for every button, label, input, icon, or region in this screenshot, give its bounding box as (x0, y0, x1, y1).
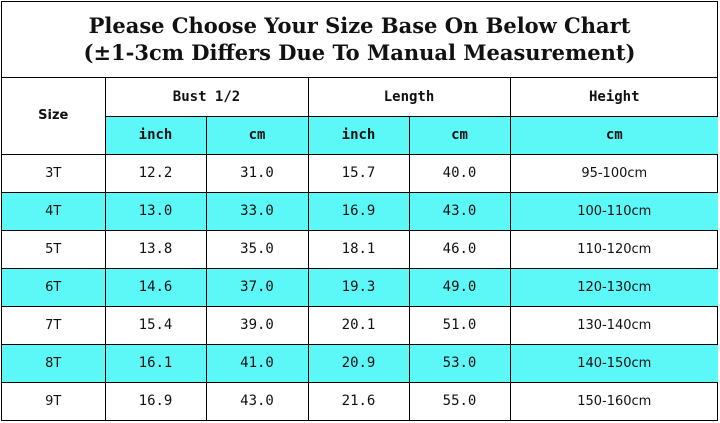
cell-height: 95-100cm (509, 153, 719, 193)
header-size: Size (2, 78, 106, 155)
size-table: Size Bust 1/2 Length Height inch cm inch… (2, 78, 719, 420)
header-length: Length (307, 78, 511, 117)
header-height: Height (509, 78, 719, 117)
cell-height: 120-130cm (509, 267, 719, 307)
cell-height: 140-150cm (509, 343, 719, 383)
cell-length-inch: 15.7 (307, 153, 410, 193)
title-line-1: Please Choose Your Size Base On Below Ch… (88, 13, 631, 38)
cell-bust-inch: 15.4 (104, 305, 207, 345)
cell-size: 9T (2, 381, 106, 420)
cell-length-inch: 20.1 (307, 305, 410, 345)
cell-length-cm: 55.0 (408, 381, 511, 420)
cell-size: 7T (2, 305, 106, 345)
cell-size: 5T (2, 229, 106, 269)
cell-length-inch: 21.6 (307, 381, 410, 420)
table-row: 9T 16.9 43.0 21.6 55.0 150-160cm (2, 381, 719, 420)
cell-bust-inch: 13.0 (104, 191, 207, 231)
cell-bust-inch: 14.6 (104, 267, 207, 307)
cell-height: 130-140cm (509, 305, 719, 345)
subheader-length-cm: cm (408, 115, 511, 155)
cell-bust-cm: 39.0 (205, 305, 309, 345)
cell-bust-cm: 41.0 (205, 343, 309, 383)
cell-length-cm: 46.0 (408, 229, 511, 269)
table-row: 3T 12.2 31.0 15.7 40.0 95-100cm (2, 153, 719, 193)
cell-bust-cm: 33.0 (205, 191, 309, 231)
cell-length-cm: 49.0 (408, 267, 511, 307)
cell-bust-inch: 16.1 (104, 343, 207, 383)
cell-length-cm: 43.0 (408, 191, 511, 231)
cell-height: 100-110cm (509, 191, 719, 231)
subheader-bust-cm: cm (205, 115, 309, 155)
cell-length-cm: 53.0 (408, 343, 511, 383)
chart-title: Please Choose Your Size Base On Below Ch… (2, 2, 717, 78)
cell-bust-inch: 12.2 (104, 153, 207, 193)
cell-size: 8T (2, 343, 106, 383)
cell-length-inch: 19.3 (307, 267, 410, 307)
cell-bust-inch: 16.9 (104, 381, 207, 420)
table-row: 7T 15.4 39.0 20.1 51.0 130-140cm (2, 305, 719, 345)
cell-bust-cm: 43.0 (205, 381, 309, 420)
cell-bust-cm: 37.0 (205, 267, 309, 307)
subheader-height-cm: cm (509, 115, 719, 155)
cell-length-inch: 18.1 (307, 229, 410, 269)
table-row: 8T 16.1 41.0 20.9 53.0 140-150cm (2, 343, 719, 383)
cell-length-cm: 40.0 (408, 153, 511, 193)
subheader-bust-inch: inch (105, 115, 207, 155)
cell-height: 150-160cm (509, 381, 719, 420)
title-line-2: (±1-3cm Differs Due To Manual Measuremen… (83, 40, 636, 65)
cell-length-inch: 20.9 (307, 343, 410, 383)
table-row: 6T 14.6 37.0 19.3 49.0 120-130cm (2, 267, 719, 307)
cell-size: 6T (2, 267, 106, 307)
cell-size: 3T (2, 153, 106, 193)
header-bust: Bust 1/2 (104, 78, 309, 117)
cell-bust-inch: 13.8 (104, 229, 207, 269)
cell-size: 4T (2, 191, 106, 231)
cell-bust-cm: 35.0 (205, 229, 309, 269)
cell-height: 110-120cm (509, 229, 719, 269)
table-row: 5T 13.8 35.0 18.1 46.0 110-120cm (2, 229, 719, 269)
subheader-length-inch: inch (307, 115, 410, 155)
cell-bust-cm: 31.0 (205, 153, 309, 193)
cell-length-inch: 16.9 (307, 191, 410, 231)
cell-length-cm: 51.0 (408, 305, 511, 345)
table-row: 4T 13.0 33.0 16.9 43.0 100-110cm (2, 191, 719, 231)
